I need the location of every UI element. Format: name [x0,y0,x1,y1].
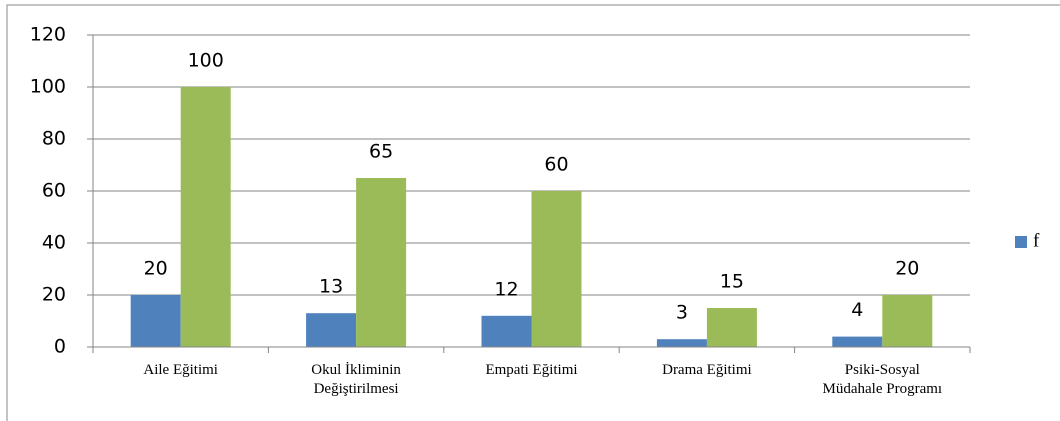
chart-frame [6,4,1060,421]
x-tick-label: Empati Eğitimi [485,362,578,378]
bar [531,191,582,347]
data-label: 3 [676,302,688,324]
bar [356,178,407,347]
x-tick-label: Aile Eğitimi [143,362,218,378]
bar [306,313,357,347]
data-label: 20 [144,258,168,280]
x-tick-label: Psiki-Sosyal Müdahale Programı [822,362,943,397]
y-tick-label: 60 [42,180,66,202]
y-tick-label: 0 [54,336,66,358]
data-label: 4 [851,299,863,321]
bar [130,295,181,347]
data-label: 12 [494,278,518,300]
y-tick-label: 20 [42,284,66,306]
bar [706,308,757,347]
bar [832,336,883,347]
data-label: 65 [369,141,393,163]
legend-swatch [1015,236,1027,248]
data-label: 100 [188,50,224,72]
bar [180,87,231,347]
bar [481,315,532,347]
y-tick-label: 40 [42,232,66,254]
bar [656,339,707,347]
y-tick-label: 80 [42,128,66,150]
y-tick-label: 100 [30,76,66,98]
x-tick-label: Okul İkliminin Değiştirilmesi [311,362,401,397]
data-label: 15 [720,271,744,293]
data-label: 13 [319,276,343,298]
legend-label: f [1033,230,1040,251]
y-tick-label: 120 [30,24,66,46]
bar [882,295,933,347]
x-tick-label: Drama Eğitimi [662,362,752,378]
data-label: 20 [895,258,919,280]
data-label: 60 [544,154,568,176]
